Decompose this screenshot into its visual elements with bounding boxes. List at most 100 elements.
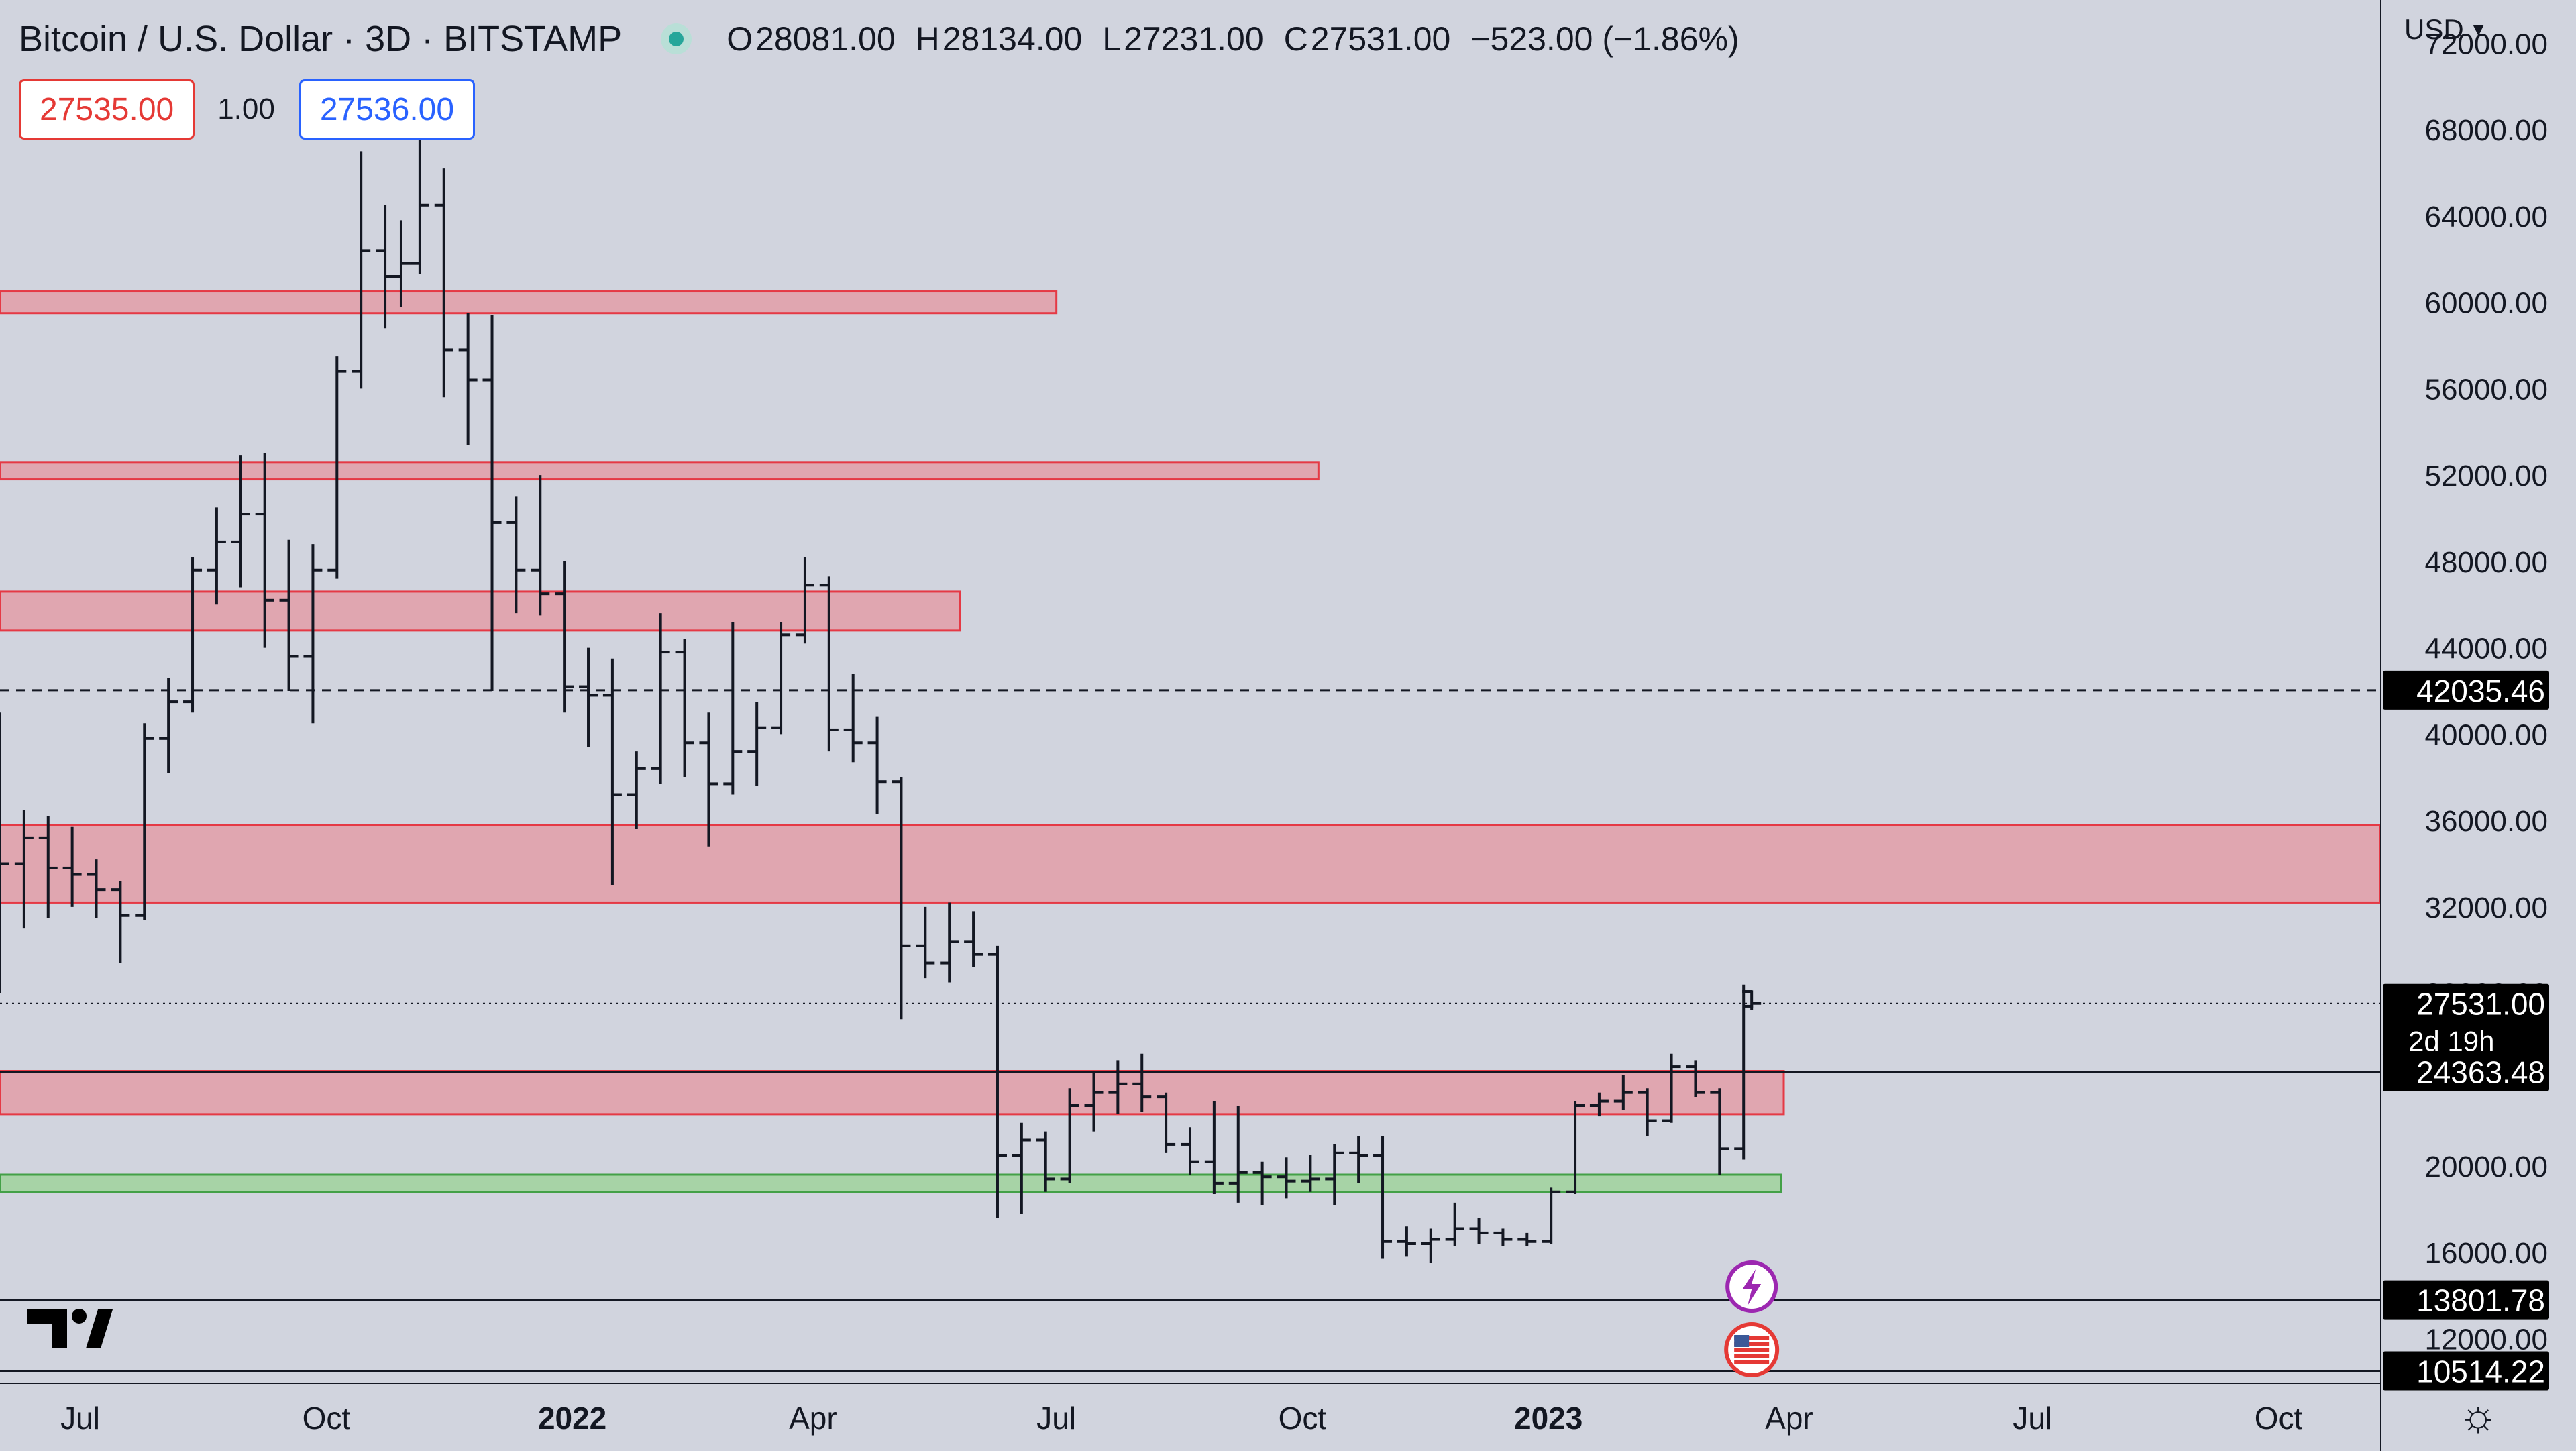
quantity-value[interactable]: 1.00 (217, 93, 275, 125)
ohlc-bar (1132, 1053, 1152, 1112)
ohlc-bar (699, 712, 718, 847)
ohlc-bar (1252, 1161, 1272, 1205)
ohlc-bar (1397, 1226, 1416, 1257)
ohlc-bar (1469, 1218, 1489, 1244)
price-label-1: 27531.00 (2416, 987, 2545, 1022)
ohlc-bar (1157, 1092, 1176, 1153)
x-tick-label: Apr (789, 1401, 837, 1436)
price-label-2: 24363.48 (2416, 1055, 2545, 1090)
ohlc-bar (1012, 1122, 1031, 1214)
ohlc-bar (1566, 1101, 1585, 1194)
ohlc-bar (434, 168, 453, 398)
y-tick-label: 36000.00 (2424, 805, 2548, 838)
ohlc-bar (62, 826, 82, 907)
y-tick-label: 40000.00 (2424, 718, 2548, 751)
price-label-4: 10514.22 (2416, 1354, 2545, 1389)
ohlc-bar (1108, 1060, 1128, 1114)
ohlc-bar (723, 622, 743, 795)
trade-panel: 27535.00 1.00 27536.00 (19, 79, 476, 140)
currency-selector[interactable]: USD ▼ (2404, 13, 2487, 46)
ohlc-bar (1710, 1088, 1729, 1175)
y-tick-label: 16000.00 (2424, 1237, 2548, 1270)
y-tick-label: 44000.00 (2424, 633, 2548, 665)
ohlc-bar (892, 777, 911, 1020)
y-tick-label: 72000.00 (2424, 28, 2548, 60)
ohlc-bar (1181, 1127, 1199, 1175)
close-value: 27531.00 (1310, 20, 1451, 58)
price-label-bg (2383, 1351, 2549, 1391)
x-tick-label: Jul (60, 1401, 100, 1436)
chart-header: Bitcoin / U.S. Dollar · 3D · BITSTAMP O2… (19, 12, 1739, 66)
x-tick-label: Apr (1765, 1401, 1813, 1436)
ohlc-bar (531, 475, 550, 616)
low-value: 27231.00 (1124, 20, 1264, 58)
ohlc-bar (1373, 1136, 1393, 1259)
ohlc-bar (87, 859, 106, 918)
ohlc-bar (159, 678, 178, 773)
ohlc-bar (579, 647, 598, 747)
us-flag-event-icon (1724, 1322, 1780, 1377)
high-label: H (915, 20, 940, 58)
resistance-zone-4 (0, 1070, 1785, 1116)
ohlc-bar (602, 658, 622, 885)
resistance-zone-1 (0, 461, 1320, 481)
ohlc-bar (1036, 1131, 1055, 1192)
ohlc-bar (135, 723, 154, 920)
y-tick-label: 56000.00 (2424, 373, 2548, 406)
ohlc-bar (1742, 990, 1762, 1010)
currency-label: USD (2404, 13, 2464, 45)
ohlc-bar (1686, 1060, 1705, 1097)
support-zone-0 (0, 1173, 1782, 1193)
price-label-bg (2383, 983, 2549, 1061)
ohlc-bar (1589, 1092, 1609, 1117)
ohlc-bar (506, 496, 526, 614)
ohlc-bar (1542, 1187, 1561, 1244)
tradingview-logo (27, 1309, 113, 1348)
flag-stripe (1734, 1348, 1770, 1352)
ohlc-bar (819, 576, 839, 752)
ohlc-bar (352, 151, 371, 389)
ohlc-bar (458, 313, 478, 445)
flag-stripe (1734, 1354, 1770, 1358)
ohlc-bar (867, 716, 887, 814)
low-label: L (1102, 20, 1122, 58)
symbol-title[interactable]: Bitcoin / U.S. Dollar · 3D · BITSTAMP (19, 19, 623, 59)
ohlc-bar (940, 902, 959, 983)
logo-part-a (27, 1309, 67, 1348)
ohlc-bar (987, 945, 1007, 1218)
ohlc-bar (207, 507, 226, 605)
ohlc-bar (303, 544, 323, 724)
ohlc-bar (1060, 1088, 1079, 1183)
ohlc-bar (916, 906, 935, 979)
resistance-zone-0 (0, 290, 1058, 315)
ohlc-bar (1204, 1101, 1224, 1194)
ohlc-bar (1228, 1106, 1248, 1203)
countdown-label: 2d 19h (2408, 1026, 2494, 1057)
ohlc-bar (231, 455, 250, 588)
price-label-bg (2383, 670, 2549, 710)
ohlc-bar (14, 810, 34, 929)
ohlc-bar (183, 557, 203, 713)
ohlc-bar (795, 557, 814, 644)
ohlc-bar (1638, 1088, 1657, 1136)
ohlc-bar (651, 613, 670, 784)
close-label: C (1283, 20, 1308, 58)
buy-button[interactable]: 27536.00 (299, 79, 476, 140)
resistance-zone-2 (0, 590, 961, 632)
settings-gear-icon[interactable]: ☼ (2458, 1390, 2499, 1440)
sell-button[interactable]: 27535.00 (19, 79, 195, 140)
flag-stripe (1734, 1342, 1770, 1346)
ohlc-values: O28081.00 H28134.00 L27231.00 C27531.00 … (727, 19, 1739, 58)
x-tick-label: Oct (1279, 1401, 1327, 1436)
flag-canton (1734, 1335, 1750, 1347)
y-tick-label: 64000.00 (2424, 201, 2548, 233)
x-tick-label: Oct (303, 1401, 351, 1436)
x-tick-label: Oct (2255, 1401, 2303, 1436)
ohlc-bar (1277, 1157, 1296, 1199)
x-tick-label: Jul (2012, 1401, 2052, 1436)
ohlc-bar (1445, 1202, 1464, 1246)
price-label-bg (2383, 1280, 2549, 1320)
ohlc-bar (391, 220, 411, 307)
open-value: 28081.00 (755, 20, 896, 58)
